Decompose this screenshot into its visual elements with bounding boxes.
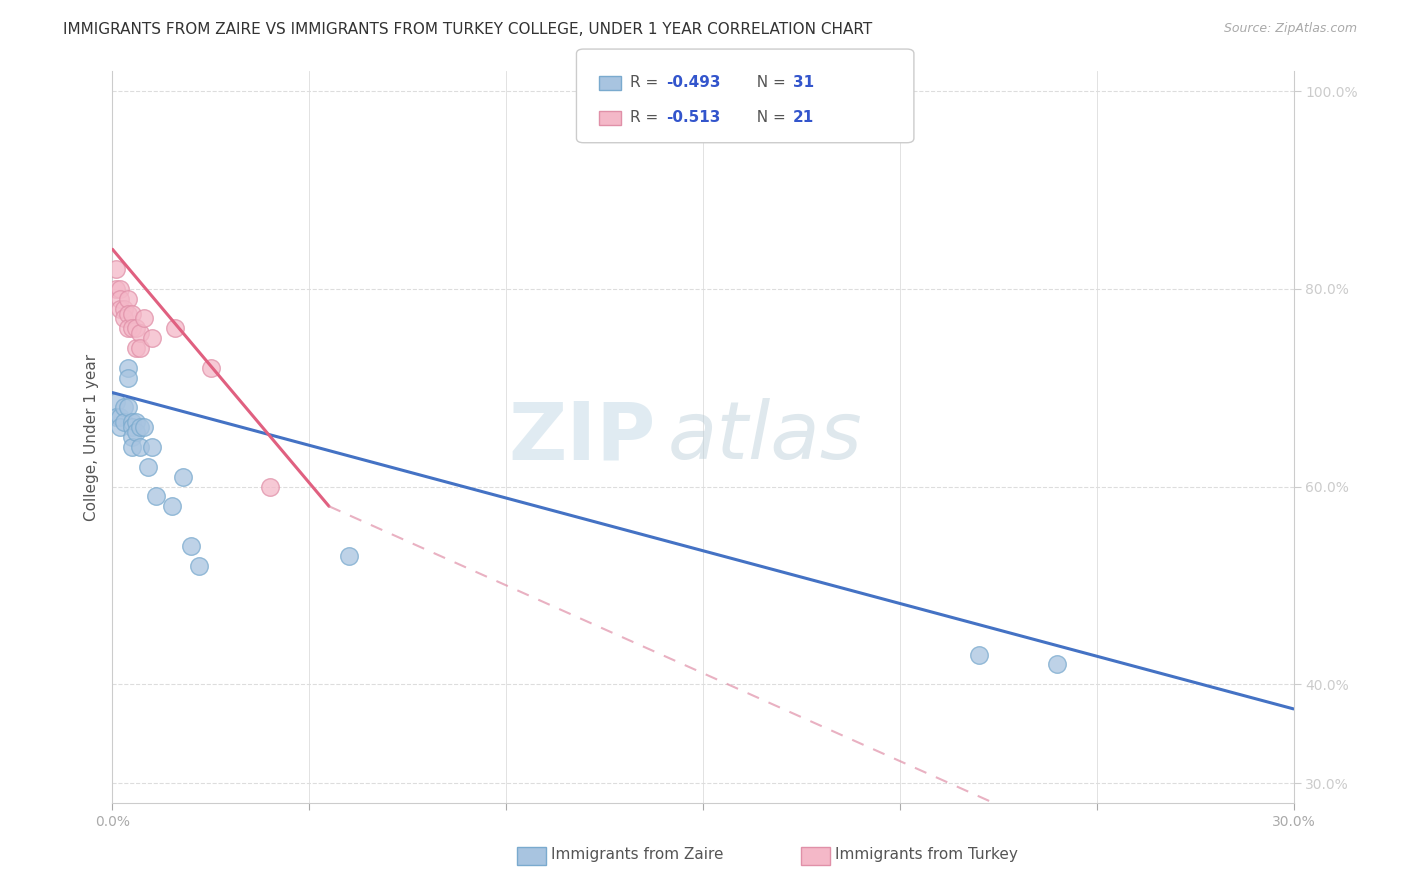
Point <box>967 648 990 662</box>
Point <box>129 326 152 341</box>
Point <box>200 360 222 375</box>
Point <box>121 321 143 335</box>
Point <box>132 420 155 434</box>
Text: Immigrants from Turkey: Immigrants from Turkey <box>835 847 1018 862</box>
Text: N =: N = <box>747 111 790 125</box>
Point <box>105 282 128 296</box>
Point <box>259 479 281 493</box>
Point <box>136 459 159 474</box>
Text: ZIP: ZIP <box>509 398 655 476</box>
Point <box>110 282 132 296</box>
Point <box>117 306 139 320</box>
Point <box>121 415 143 429</box>
Point <box>1046 657 1069 672</box>
Text: R =: R = <box>630 111 664 125</box>
Point <box>110 301 132 316</box>
Point <box>132 311 155 326</box>
Point <box>121 420 143 434</box>
Point <box>110 292 132 306</box>
Point <box>112 401 135 415</box>
Point <box>180 539 202 553</box>
Point <box>318 875 340 889</box>
Point <box>117 360 139 375</box>
Point <box>105 395 128 409</box>
Text: 31: 31 <box>793 76 814 90</box>
Point <box>188 558 211 573</box>
Point <box>117 371 139 385</box>
Point <box>129 341 152 355</box>
Point <box>121 430 143 444</box>
Point <box>125 341 148 355</box>
Point <box>141 440 163 454</box>
Point <box>112 311 135 326</box>
Text: R =: R = <box>630 76 664 90</box>
Point <box>105 410 128 425</box>
Point <box>125 321 148 335</box>
Point <box>125 425 148 439</box>
Point <box>117 321 139 335</box>
Text: -0.493: -0.493 <box>666 76 721 90</box>
Point <box>121 306 143 320</box>
Point <box>105 262 128 277</box>
Text: Immigrants from Zaire: Immigrants from Zaire <box>551 847 724 862</box>
Text: IMMIGRANTS FROM ZAIRE VS IMMIGRANTS FROM TURKEY COLLEGE, UNDER 1 YEAR CORRELATIO: IMMIGRANTS FROM ZAIRE VS IMMIGRANTS FROM… <box>63 22 873 37</box>
Text: N =: N = <box>747 76 790 90</box>
Point <box>121 440 143 454</box>
Point <box>129 440 152 454</box>
Text: -0.513: -0.513 <box>666 111 721 125</box>
Point <box>165 321 187 335</box>
Point <box>141 331 163 345</box>
Point <box>112 415 135 429</box>
Point <box>337 549 360 563</box>
Point <box>172 469 194 483</box>
Point <box>117 292 139 306</box>
Point <box>129 420 152 434</box>
Y-axis label: College, Under 1 year: College, Under 1 year <box>83 353 98 521</box>
Point <box>117 401 139 415</box>
Point <box>145 489 167 503</box>
Point <box>112 301 135 316</box>
Point <box>110 410 132 425</box>
Point <box>125 415 148 429</box>
Point <box>160 500 183 514</box>
Text: Source: ZipAtlas.com: Source: ZipAtlas.com <box>1223 22 1357 36</box>
Point <box>110 420 132 434</box>
Text: 21: 21 <box>793 111 814 125</box>
Text: atlas: atlas <box>668 398 862 476</box>
